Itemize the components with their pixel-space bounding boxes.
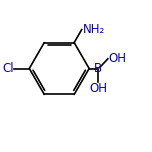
Text: Cl: Cl: [2, 62, 14, 75]
Text: OH: OH: [89, 82, 107, 95]
Text: OH: OH: [109, 52, 126, 65]
Text: NH₂: NH₂: [82, 23, 105, 36]
Text: B: B: [94, 62, 102, 75]
